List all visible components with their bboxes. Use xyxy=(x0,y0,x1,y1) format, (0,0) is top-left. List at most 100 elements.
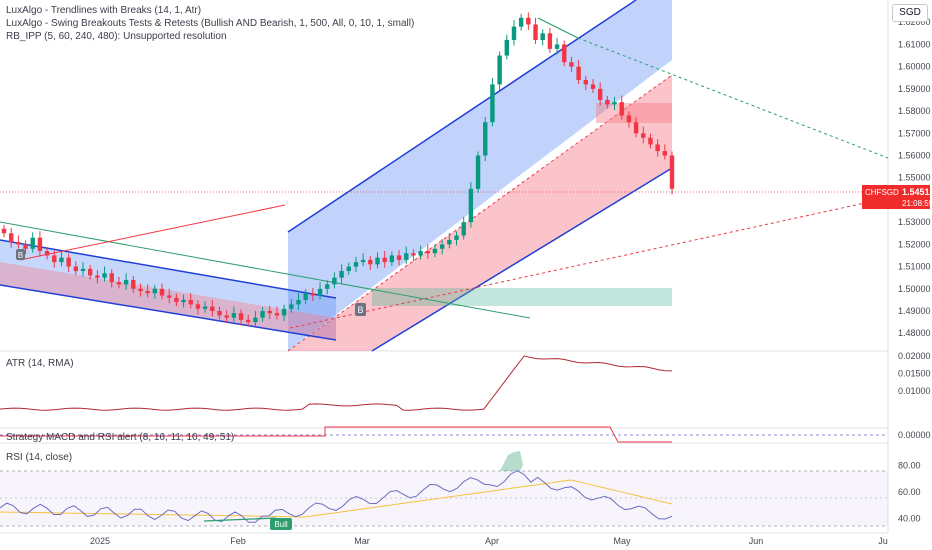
candle-body[interactable] xyxy=(583,79,589,85)
candle-body[interactable] xyxy=(325,284,330,289)
candle-body[interactable] xyxy=(274,313,280,316)
candle-body[interactable] xyxy=(30,237,35,249)
candle-body[interactable] xyxy=(174,297,179,303)
candle-body[interactable] xyxy=(80,268,86,272)
candle-body[interactable] xyxy=(605,99,610,105)
strategy-signal-line[interactable] xyxy=(0,426,672,443)
breakout-marker[interactable]: B xyxy=(355,303,366,316)
candle-body[interactable] xyxy=(23,244,28,249)
candle-body[interactable] xyxy=(454,235,459,240)
candle-body[interactable] xyxy=(375,257,380,265)
candle-body[interactable] xyxy=(475,155,481,189)
rsi-ma-line[interactable] xyxy=(0,479,673,518)
candle-body[interactable] xyxy=(569,62,574,67)
candle-body[interactable] xyxy=(238,313,244,320)
candle-body[interactable] xyxy=(59,257,64,263)
candle-body[interactable] xyxy=(224,315,229,318)
candle-body[interactable] xyxy=(73,266,79,272)
candle-body[interactable] xyxy=(411,253,416,256)
candle-body[interactable] xyxy=(360,259,366,263)
candle-body[interactable] xyxy=(159,288,165,296)
candle-body[interactable] xyxy=(310,293,316,296)
candle-body[interactable] xyxy=(296,299,301,305)
green-trendline-top[interactable] xyxy=(537,17,579,39)
candle-body[interactable] xyxy=(303,293,308,300)
candle-body[interactable] xyxy=(267,311,272,314)
desc-channel-upper-line[interactable] xyxy=(0,239,337,299)
atr-line[interactable] xyxy=(0,355,673,411)
candle-body[interactable] xyxy=(396,255,402,260)
candle-body[interactable] xyxy=(483,122,488,156)
candle-body[interactable] xyxy=(540,33,545,40)
candle-body[interactable] xyxy=(131,279,136,289)
candle-body[interactable] xyxy=(52,255,57,263)
candle-body[interactable] xyxy=(619,102,624,116)
candle-body[interactable] xyxy=(145,291,150,294)
candle-body[interactable] xyxy=(167,295,172,298)
candle-body[interactable] xyxy=(404,253,409,260)
candle-body[interactable] xyxy=(633,122,639,134)
candle-body[interactable] xyxy=(16,242,21,245)
candle-body[interactable] xyxy=(116,282,122,285)
atr-axis[interactable]: 0.02000 0.01500 0.01000 xyxy=(898,351,931,396)
rsi-bull-marker[interactable]: Bull xyxy=(270,518,292,530)
price-axis[interactable]: 1.62000 1.61000 1.60000 1.59000 1.58000 1.570… xyxy=(898,17,931,338)
currency-selector[interactable]: SGD xyxy=(892,4,928,22)
atr-pane-label[interactable]: ATR (14, RMA) xyxy=(6,358,74,369)
indicator-label-swing-breakouts[interactable]: LuxAlgo - Swing Breakouts Tests & Retest… xyxy=(6,18,415,29)
red-trendline[interactable] xyxy=(19,204,286,261)
candle-body[interactable] xyxy=(289,304,294,309)
candle-body[interactable] xyxy=(368,259,373,265)
candle-body[interactable] xyxy=(490,84,495,123)
candle-body[interactable] xyxy=(353,262,359,267)
candle-body[interactable] xyxy=(418,251,423,256)
candle-body[interactable] xyxy=(332,277,337,285)
candle-body[interactable] xyxy=(518,17,524,27)
candle-body[interactable] xyxy=(210,306,215,312)
candle-body[interactable] xyxy=(123,279,129,285)
candle-body[interactable] xyxy=(339,271,344,278)
candle-body[interactable] xyxy=(138,288,143,292)
candle-body[interactable] xyxy=(511,26,517,40)
indicator-label-rb-ipp[interactable]: RB_IPP (5, 60, 240, 480): Unsupported re… xyxy=(6,31,227,42)
candle-body[interactable] xyxy=(554,44,560,49)
candle-body[interactable] xyxy=(526,17,531,25)
candle-body[interactable] xyxy=(152,288,158,294)
candle-body[interactable] xyxy=(382,257,387,263)
candle-body[interactable] xyxy=(281,308,287,316)
candle-body[interactable] xyxy=(389,255,395,263)
candle-body[interactable] xyxy=(432,248,438,254)
green-trendline[interactable] xyxy=(0,221,531,319)
candle-body[interactable] xyxy=(87,268,93,276)
indicator-label-trendlines[interactable]: LuxAlgo - Trendlines with Breaks (14, 1,… xyxy=(6,5,202,16)
candle-body[interactable] xyxy=(576,66,581,80)
candle-body[interactable] xyxy=(102,273,107,278)
candle-body[interactable] xyxy=(253,317,258,323)
candle-body[interactable] xyxy=(217,311,222,316)
rsi-axis[interactable]: 80.00 60.00 40.00 xyxy=(898,460,921,523)
candle-body[interactable] xyxy=(188,299,193,305)
candle-body[interactable] xyxy=(626,115,632,123)
candle-body[interactable] xyxy=(648,137,653,145)
candle-body[interactable] xyxy=(181,299,186,303)
candle-body[interactable] xyxy=(317,288,323,296)
candle-body[interactable] xyxy=(346,266,351,272)
candle-body[interactable] xyxy=(1,228,7,234)
candle-body[interactable] xyxy=(447,239,452,245)
candle-body[interactable] xyxy=(590,84,596,89)
candle-body[interactable] xyxy=(95,275,100,278)
candle-body[interactable] xyxy=(547,33,553,49)
date-axis[interactable]: 2025 Feb Mar Apr May Jun Jul xyxy=(90,536,890,546)
candle-body[interactable] xyxy=(461,222,466,236)
rsi-line[interactable] xyxy=(0,470,673,523)
candle-body[interactable] xyxy=(195,304,201,309)
candle-body[interactable] xyxy=(246,319,251,323)
candlestick-series[interactable] xyxy=(1,12,675,328)
channel-upper-line[interactable] xyxy=(287,0,637,233)
candle-body[interactable] xyxy=(439,244,445,249)
candle-body[interactable] xyxy=(8,233,14,243)
candle-body[interactable] xyxy=(37,237,43,252)
desc-channel-lower-line[interactable] xyxy=(0,284,337,341)
candle-body[interactable] xyxy=(662,151,668,156)
